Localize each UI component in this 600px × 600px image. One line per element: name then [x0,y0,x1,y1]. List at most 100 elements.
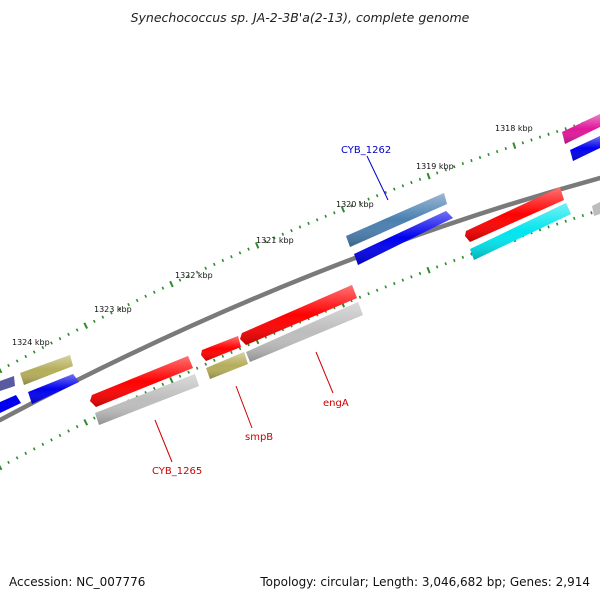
gene-blue-top-right[interactable] [570,136,600,161]
ruler-tick [127,302,130,307]
leader-smpb [235,385,253,429]
ruler-tick [32,350,36,354]
ruler-tick [118,307,122,311]
ruler-tick [92,416,96,420]
ruler-tick [152,386,156,391]
ruler-tick [58,337,62,341]
leader-cyb1262 [366,155,389,201]
ruler-tick [67,429,70,433]
ruler-tick [101,315,105,319]
ruler-tick [367,197,370,201]
ruler-tick [538,228,542,232]
ruler-tick [375,194,379,198]
ruler-tick [169,280,174,288]
gene-red-right[interactable] [465,187,564,242]
ruler-tick [426,266,431,274]
ruler-tick [169,376,174,384]
leader-enga [315,351,334,394]
gene-cyb1265-grey[interactable] [95,374,199,425]
ruler-tick [324,214,327,218]
accession-text: Accession: NC_007776 [9,575,146,589]
gene-blue-cyb1262-pair[interactable] [354,211,453,265]
ruler-tick [15,456,19,460]
ruler-tick [75,425,79,429]
outer-ruler [0,114,600,374]
ruler-tick [75,328,79,332]
ruler-tick [290,228,293,233]
ruler-tick [204,266,208,270]
ruler-tick [221,354,225,358]
kbp-label-1318: 1318 kbp [495,124,533,133]
ruler-tick [32,447,36,451]
gene-blue-left[interactable] [28,374,79,404]
gene-blue-edge[interactable] [0,395,21,413]
ruler-tick [0,367,3,374]
ruler-tick [358,200,362,205]
ruler-tick [426,172,431,180]
ruler-tick [573,216,576,220]
ruler-tick [340,206,346,213]
ruler-tick [418,271,422,276]
gene-smpb-olive[interactable] [206,352,248,379]
ruler-tick [24,451,28,455]
ruler-tick [135,298,139,303]
ruler-tick [83,322,88,329]
ruler-tick [110,311,113,315]
kbp-label-1324: 1324 kbp [12,338,50,347]
forward-genes [0,114,600,413]
ruler-tick [315,218,319,222]
ruler-tick [41,442,45,446]
ruler-tick [178,374,182,378]
gene-label-enga[interactable]: engA [323,398,349,409]
ruler-tick [358,295,362,299]
ruler-tick [187,370,190,374]
ruler-tick [195,366,199,370]
ruler-tick [504,147,507,151]
gene-cyb1262[interactable] [346,193,447,247]
gene-label-cyb1262[interactable]: CYB_1262 [341,145,391,156]
reverse-genes [90,187,600,425]
ruler-tick [238,251,242,255]
gene-smpb[interactable] [201,336,241,361]
gene-labels: CYB_1262 engA smpB CYB_1265 [152,145,391,477]
ruler-tick [350,204,353,208]
ruler-tick [478,155,482,160]
gene-cyan-right[interactable] [470,203,571,260]
ruler-tick [272,236,276,240]
ruler-tick [384,285,387,289]
gene-label-smpb[interactable]: smpB [245,432,273,443]
gene-label-cyb1265[interactable]: CYB_1265 [152,466,202,477]
gene-cyb1265[interactable] [90,356,193,407]
ruler-tick [7,363,10,368]
ruler-tick [564,219,567,223]
ruler-tick [254,242,260,249]
ruler-tick [50,438,53,442]
ruler-tick [92,319,96,323]
ruler-tick [307,221,310,226]
ruler-tick [67,332,70,336]
gene-slate-edge[interactable] [0,376,15,391]
gene-enga-grey[interactable] [246,302,363,362]
ruler-tick [212,358,216,362]
kbp-label-1321: 1321 kbp [256,236,294,245]
ruler-tick [393,281,396,286]
ruler-tick [333,211,336,215]
leader-cyb1265 [154,419,173,463]
genome-summary-text: Topology: circular; Length: 3,046,682 bp… [260,575,590,589]
gene-enga[interactable] [240,285,357,345]
ruler-tick [547,132,550,136]
ruler-tick [0,464,3,471]
ruler-tick [15,359,19,363]
gene-olive-left[interactable] [20,355,73,385]
ruler-tick [461,255,465,259]
gene-magenta-top-right[interactable] [562,114,600,144]
gene-label-leaders [154,155,389,463]
ruler-tick [152,290,156,294]
gene-grey-edge-right[interactable] [592,202,600,216]
ruler-tick [435,171,439,175]
ruler-tick [487,152,490,157]
ruler-tick [461,162,465,166]
ruler-tick [247,247,250,251]
ruler-tick [230,255,233,259]
